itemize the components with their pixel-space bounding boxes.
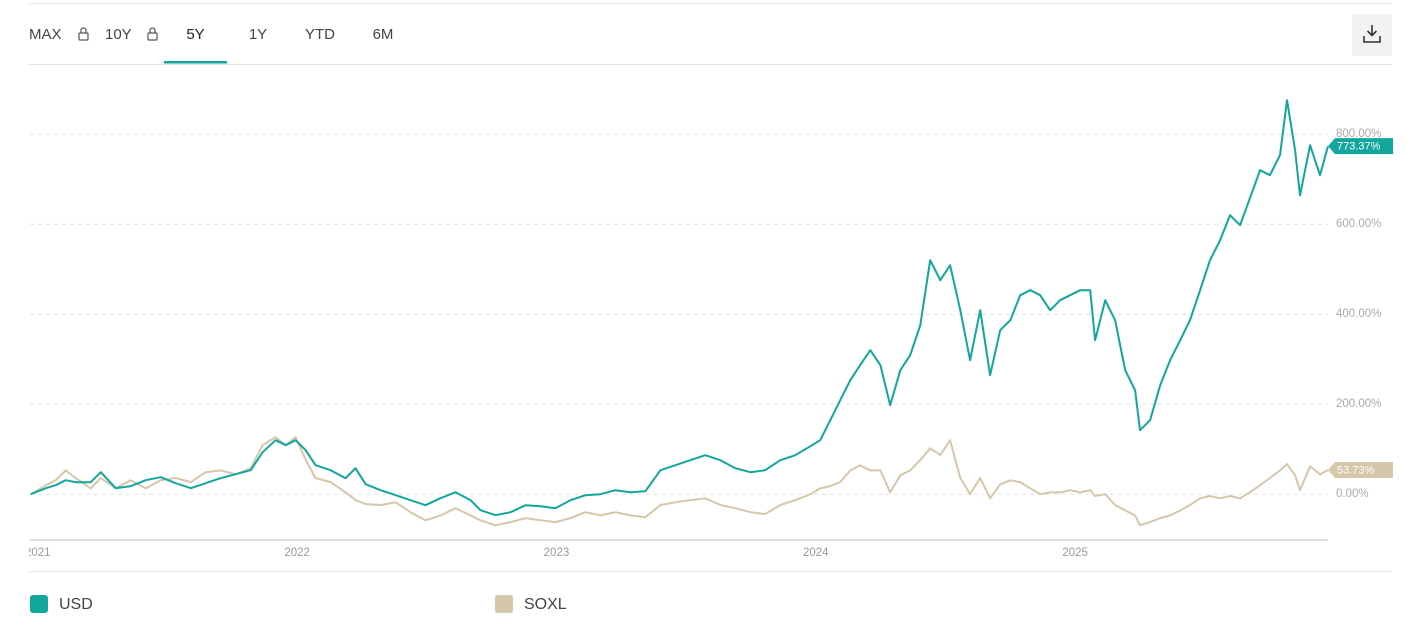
y-tick-label: 400.00% bbox=[1336, 308, 1381, 320]
x-tick-label: 2022 bbox=[284, 547, 310, 559]
tab[interactable]: MAX bbox=[29, 26, 62, 43]
y-tick-label: 600.00% bbox=[1336, 218, 1381, 230]
lock-icon bbox=[147, 27, 158, 41]
last-value-tag bbox=[1328, 462, 1393, 479]
last-value-label: 53.73% bbox=[1337, 464, 1375, 476]
legend-swatch bbox=[30, 595, 48, 613]
series-line bbox=[30, 99, 1329, 517]
legend-label: SOXL bbox=[524, 596, 567, 613]
tab-underline bbox=[164, 61, 227, 64]
y-tick-label: 200.00% bbox=[1336, 398, 1381, 410]
y-tick-label: 800.00% bbox=[1336, 128, 1381, 140]
lock-icon bbox=[78, 27, 89, 41]
x-tick-label: 2023 bbox=[544, 547, 570, 559]
tab-bar: MAX 10Y 5Y 1Y YTD 6M bbox=[29, 26, 1392, 65]
series-line bbox=[30, 436, 1329, 527]
tab-selected[interactable]: 5Y bbox=[186, 26, 204, 43]
legend-swatch bbox=[495, 595, 513, 613]
tab[interactable]: 6M bbox=[373, 26, 394, 43]
tab[interactable]: YTD bbox=[305, 26, 335, 43]
legend-label: USD bbox=[59, 596, 93, 613]
last-value-label: 773.37% bbox=[1337, 141, 1381, 153]
x-axis-labels: 2021 2022 2023 2024 2025 bbox=[25, 547, 1088, 559]
x-tick-label: 2024 bbox=[803, 547, 829, 559]
tab[interactable]: 1Y bbox=[249, 26, 267, 43]
x-tick-label: 2021 bbox=[25, 547, 51, 559]
tab[interactable]: 10Y bbox=[105, 26, 132, 43]
download-button[interactable] bbox=[1352, 14, 1392, 56]
y-tick-label: 0.00% bbox=[1336, 488, 1369, 500]
last-value-tag bbox=[1328, 138, 1393, 155]
x-tick-label: 2025 bbox=[1062, 547, 1088, 559]
